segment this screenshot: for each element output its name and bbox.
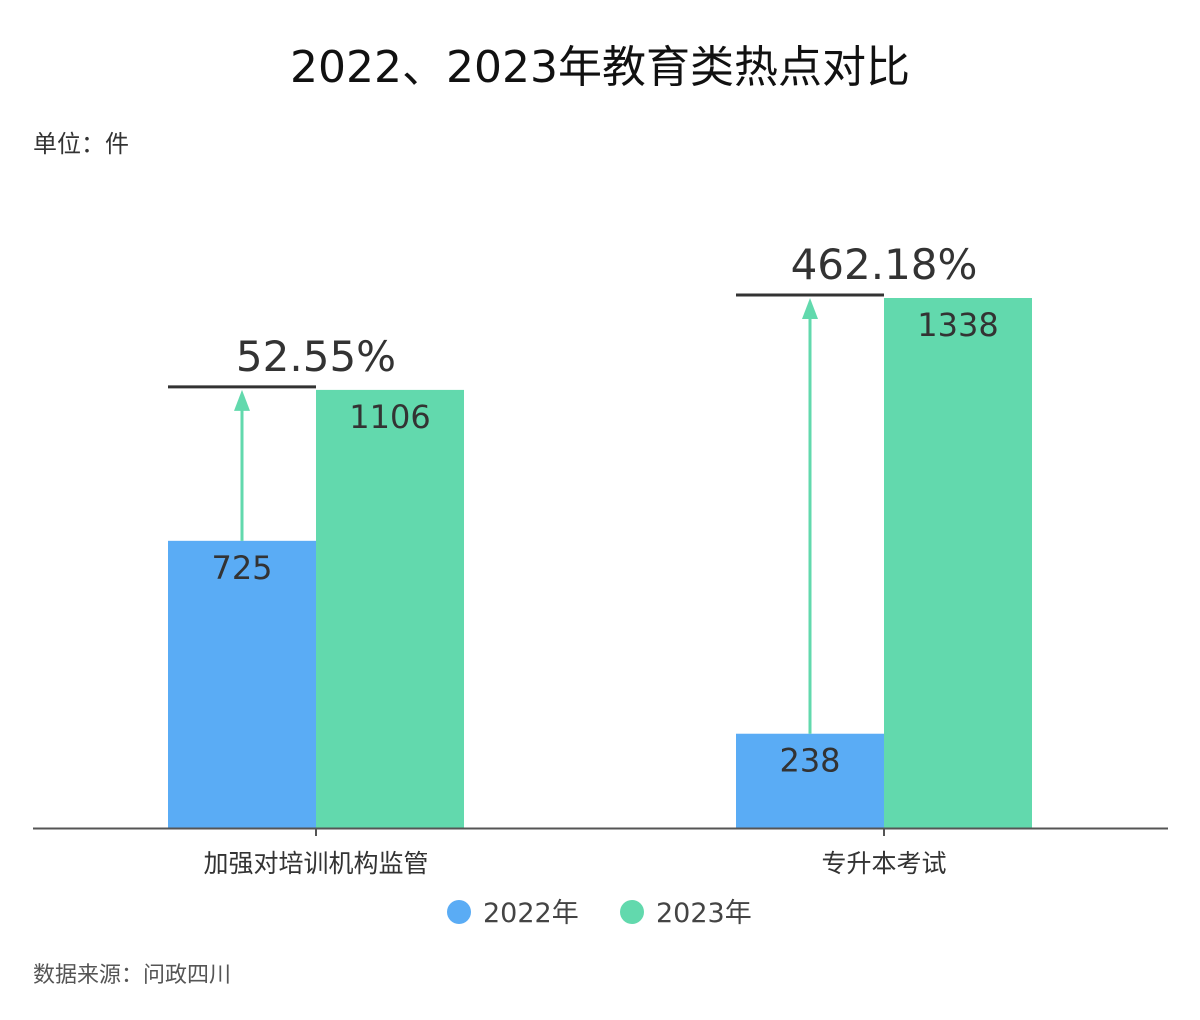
growth-label: 462.18% [791,240,978,289]
data-label: 238 [779,742,840,780]
data-label: 1106 [349,398,430,436]
x-tick-label: 加强对培训机构监管 [203,849,428,878]
legend-label: 2022年 [483,898,579,929]
source-label: 数据来源：问政四川 [33,963,231,988]
chart-title: 2022、2023年教育类热点对比 [290,42,910,93]
bar-2023 [316,389,464,828]
growth-label: 52.55% [236,332,396,381]
legend: 2022年 2023年 [447,898,752,929]
arrow-head [234,389,250,411]
arrow-head [802,298,818,319]
legend-label: 2023年 [656,898,752,929]
data-label: 725 [211,549,272,587]
x-tick-label: 专升本考试 [821,849,946,878]
bar-2023 [884,298,1032,828]
legend-marker [447,900,471,924]
unit-label: 单位：件 [33,130,129,158]
data-label: 1338 [917,306,998,344]
bar-2022 [736,733,884,828]
bar-2022 [168,540,316,828]
legend-marker [620,900,644,924]
